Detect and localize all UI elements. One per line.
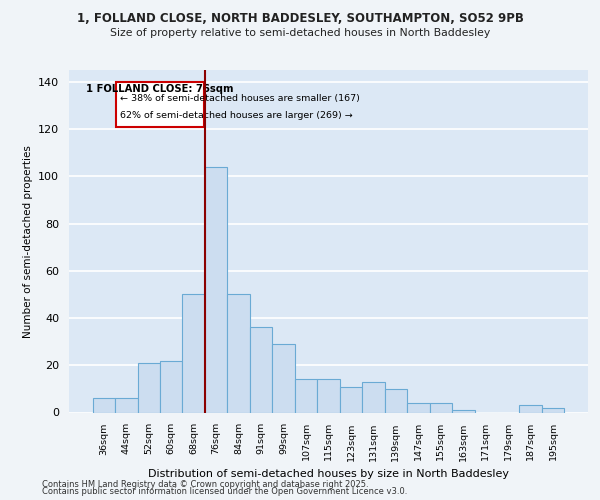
Bar: [272, 344, 295, 412]
Bar: [92, 398, 115, 412]
Bar: [542, 408, 565, 412]
Bar: [115, 398, 137, 412]
Text: ← 38% of semi-detached houses are smaller (167): ← 38% of semi-detached houses are smalle…: [119, 94, 359, 104]
Text: Contains public sector information licensed under the Open Government Licence v3: Contains public sector information licen…: [42, 487, 407, 496]
Bar: [205, 167, 227, 412]
Text: Size of property relative to semi-detached houses in North Baddesley: Size of property relative to semi-detach…: [110, 28, 490, 38]
Text: 1, FOLLAND CLOSE, NORTH BADDESLEY, SOUTHAMPTON, SO52 9PB: 1, FOLLAND CLOSE, NORTH BADDESLEY, SOUTH…: [77, 12, 523, 26]
Bar: [452, 410, 475, 412]
Bar: [520, 406, 542, 412]
Bar: [182, 294, 205, 412]
Bar: [385, 389, 407, 412]
Bar: [227, 294, 250, 412]
Text: 1 FOLLAND CLOSE: 76sqm: 1 FOLLAND CLOSE: 76sqm: [86, 84, 234, 94]
Text: 62% of semi-detached houses are larger (269) →: 62% of semi-detached houses are larger (…: [119, 111, 352, 120]
Bar: [160, 360, 182, 412]
Bar: [137, 363, 160, 412]
Text: Contains HM Land Registry data © Crown copyright and database right 2025.: Contains HM Land Registry data © Crown c…: [42, 480, 368, 489]
Bar: [116, 82, 204, 126]
Y-axis label: Number of semi-detached properties: Number of semi-detached properties: [23, 145, 32, 338]
Bar: [295, 380, 317, 412]
Bar: [250, 328, 272, 412]
Bar: [317, 380, 340, 412]
Bar: [362, 382, 385, 412]
X-axis label: Distribution of semi-detached houses by size in North Baddesley: Distribution of semi-detached houses by …: [148, 469, 509, 479]
Bar: [340, 386, 362, 412]
Bar: [407, 403, 430, 412]
Bar: [430, 403, 452, 412]
